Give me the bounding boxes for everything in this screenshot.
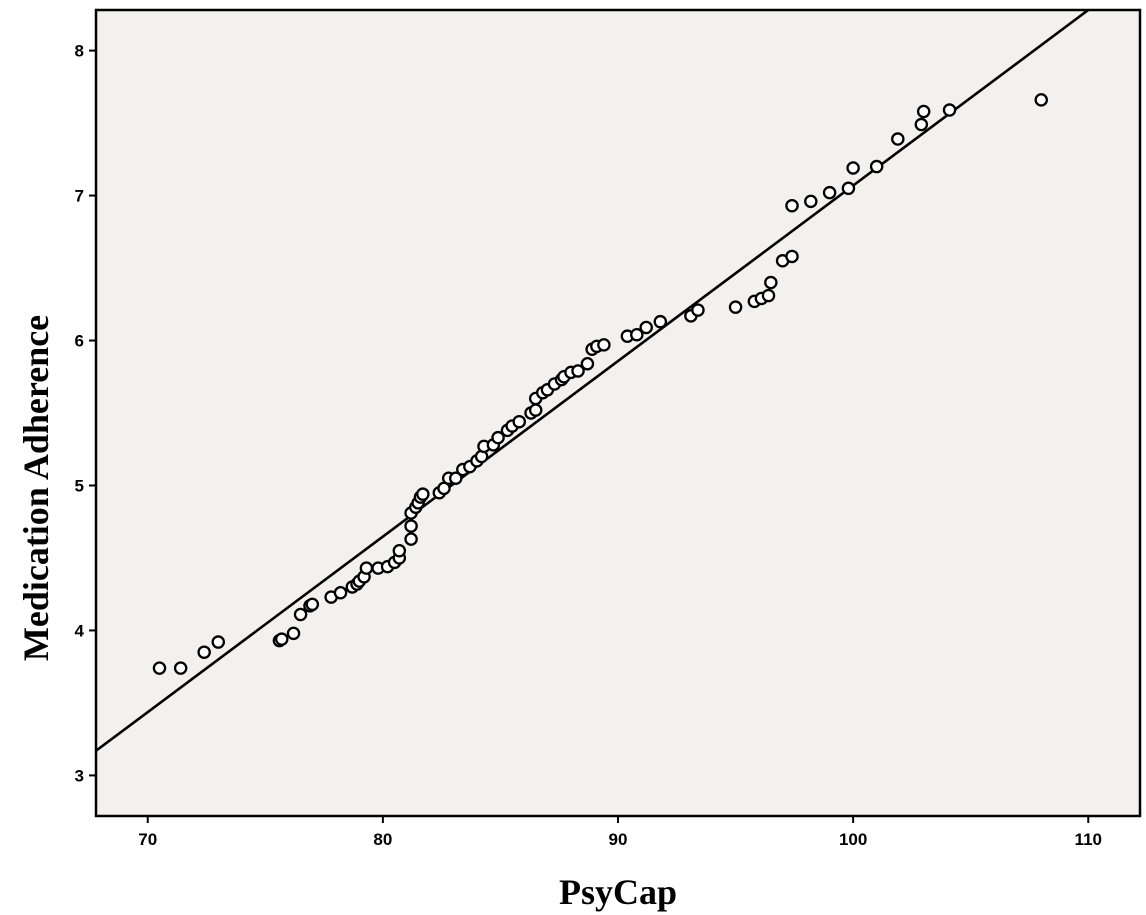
- data-point: [580, 356, 595, 371]
- data-point: [491, 430, 505, 445]
- data-point: [891, 132, 905, 146]
- y-tick-label: 7: [75, 187, 84, 206]
- fit-line: [96, 10, 1090, 752]
- data-point: [305, 597, 320, 612]
- data-point: [804, 194, 818, 209]
- data-point: [404, 519, 418, 533]
- x-axis-title: PsyCap: [559, 872, 677, 912]
- y-tick-label: 5: [75, 476, 84, 495]
- data-point: [653, 314, 668, 329]
- data-point: [728, 300, 743, 314]
- plot-area: [94, 8, 1142, 818]
- y-tick-label: 3: [75, 766, 84, 785]
- data-point: [528, 403, 543, 417]
- data-point: [785, 198, 799, 213]
- data-point: [869, 159, 884, 174]
- data-point: [1034, 93, 1048, 107]
- data-point: [639, 320, 653, 335]
- data-point: [916, 104, 931, 119]
- data-point: [197, 645, 211, 659]
- data-point: [449, 471, 463, 485]
- y-tick-label: 6: [75, 332, 84, 351]
- data-point: [333, 586, 348, 600]
- data-point: [846, 161, 860, 175]
- data-point: [286, 626, 301, 641]
- data-point: [359, 561, 374, 575]
- data-point: [764, 275, 778, 290]
- data-point: [392, 543, 407, 558]
- data-point: [597, 338, 611, 352]
- y-tick-label: 8: [75, 42, 84, 61]
- data-point: [942, 103, 957, 117]
- data-point: [275, 632, 289, 646]
- data-point: [914, 117, 929, 132]
- data-point: [512, 414, 526, 429]
- data-point: [785, 249, 799, 264]
- data-point: [293, 607, 308, 622]
- data-point: [152, 661, 167, 675]
- y-tick-label: 4: [75, 621, 85, 640]
- data-point: [173, 661, 188, 675]
- data-point: [404, 532, 418, 546]
- x-tick-label: 90: [609, 830, 628, 849]
- y-axis-title: Medication Adherence: [16, 315, 56, 661]
- data-point: [211, 635, 226, 649]
- data-point: [822, 185, 837, 200]
- data-point: [571, 364, 585, 378]
- x-tick-label: 100: [839, 830, 867, 849]
- data-point: [761, 288, 776, 303]
- data-point: [691, 303, 705, 317]
- data-point: [630, 327, 644, 342]
- x-tick-label: 80: [373, 830, 392, 849]
- x-tick-label: 110: [1075, 830, 1102, 849]
- x-tick-label: 70: [138, 830, 157, 849]
- data-point: [841, 181, 856, 196]
- data-point: [416, 487, 430, 501]
